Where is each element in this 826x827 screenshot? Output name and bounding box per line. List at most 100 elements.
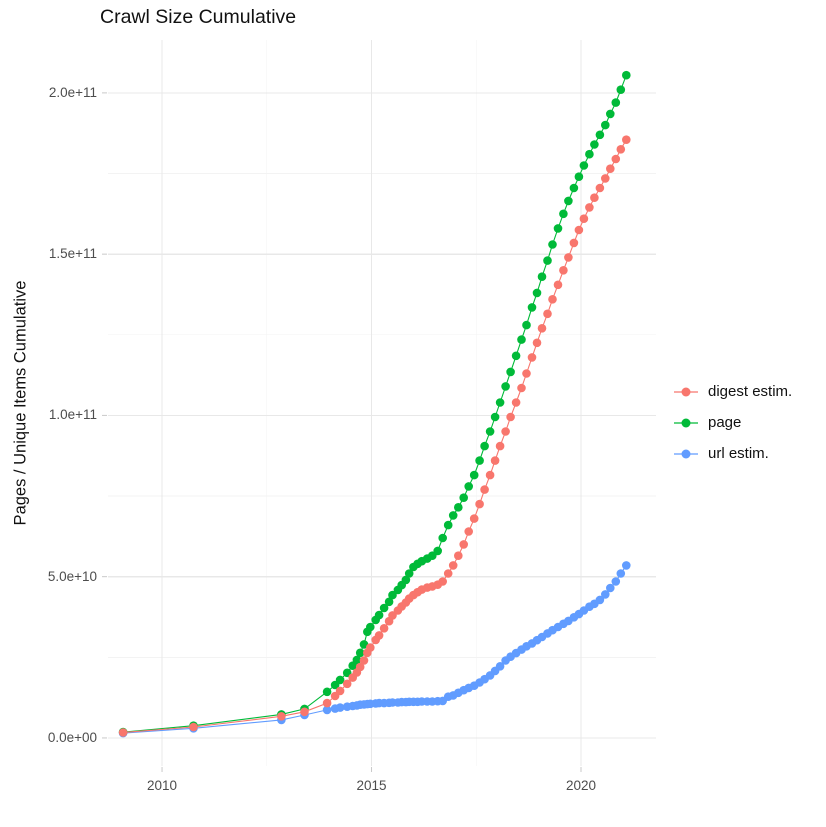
series-url-estim-line bbox=[123, 565, 627, 734]
series-page-point bbox=[454, 503, 463, 512]
series-digest-estim-point bbox=[359, 656, 369, 665]
x-tick-label: 2015 bbox=[356, 778, 387, 793]
series-page-point bbox=[548, 240, 557, 249]
x-tick-label: 2010 bbox=[147, 778, 178, 793]
series-page-point bbox=[506, 367, 515, 377]
series-page-point bbox=[438, 533, 448, 543]
series-digest-estim-point bbox=[485, 470, 495, 480]
series-page-point bbox=[601, 120, 610, 130]
series-digest-estim-point bbox=[569, 238, 579, 248]
series-digest-estim-point bbox=[469, 514, 479, 523]
series-page-point bbox=[433, 546, 443, 556]
series-digest-estim-point bbox=[475, 499, 484, 509]
legend-item-digest-estim: digest estim. bbox=[673, 376, 792, 407]
series-digest-estim-point bbox=[480, 485, 489, 494]
series-digest-estim-point bbox=[443, 569, 453, 578]
series-digest-estim-point bbox=[595, 183, 605, 193]
series-page-point bbox=[622, 70, 631, 80]
series-page-point bbox=[404, 569, 414, 578]
series-url-estim-point bbox=[616, 569, 626, 578]
series-digest-estim-point bbox=[601, 174, 610, 183]
series-page-point bbox=[527, 303, 537, 312]
series-page-point bbox=[606, 109, 615, 119]
y-tick-label: 5.0e+10 bbox=[47, 568, 97, 584]
series-url-estim-point bbox=[322, 705, 332, 715]
series-digest-estim-point bbox=[300, 707, 309, 717]
series-page-point bbox=[569, 183, 579, 193]
series-page-point bbox=[384, 597, 394, 607]
series-digest-estim-point bbox=[622, 135, 631, 144]
series-digest-estim-point bbox=[490, 456, 500, 465]
series-digest-estim-point bbox=[564, 253, 573, 262]
series-digest-estim-point bbox=[506, 412, 515, 422]
legend-key-icon bbox=[674, 449, 698, 458]
series-digest-estim-point bbox=[189, 722, 198, 732]
series-page-point bbox=[522, 320, 531, 330]
chart-title: Crawl Size Cumulative bbox=[100, 6, 297, 28]
legend-item-label: url estim. bbox=[708, 445, 769, 462]
series-page-point bbox=[616, 85, 626, 94]
legend-key-icon bbox=[674, 387, 698, 396]
series-digest-estim-point bbox=[342, 679, 352, 689]
series-page-point bbox=[495, 398, 505, 407]
legend: digest estim. page url estim. bbox=[673, 376, 792, 469]
series-page-point bbox=[590, 140, 599, 149]
series-page-point bbox=[322, 687, 332, 697]
y-tick-label: 0.0e+00 bbox=[47, 729, 97, 745]
series-digest-estim-point bbox=[366, 643, 375, 652]
series-page-point bbox=[335, 675, 345, 685]
series-page-point bbox=[366, 622, 375, 632]
series-url-estim-point bbox=[622, 561, 631, 570]
series-digest-estim-point bbox=[527, 353, 537, 362]
series-digest-estim-point bbox=[532, 338, 542, 348]
series-digest-estim-point bbox=[522, 369, 531, 378]
series-digest-estim-point bbox=[495, 441, 505, 451]
series-page-point bbox=[553, 224, 563, 233]
series-page-point bbox=[532, 288, 542, 298]
series-page-point bbox=[517, 335, 526, 344]
series-digest-estim-point bbox=[379, 624, 389, 633]
series-page-point bbox=[511, 351, 521, 361]
series-digest-estim-point bbox=[606, 164, 615, 173]
series-page-point bbox=[564, 196, 573, 206]
series-page-point bbox=[485, 427, 495, 436]
series-page-point bbox=[480, 441, 489, 451]
series-digest-estim-point bbox=[574, 225, 584, 235]
series-digest-estim-point bbox=[553, 280, 563, 290]
legend-item-url-estim: url estim. bbox=[673, 438, 792, 469]
series-digest-estim-point bbox=[277, 712, 286, 721]
series-digest-estim-point bbox=[438, 577, 448, 586]
series-digest-estim-point bbox=[511, 398, 521, 407]
series-page-point bbox=[401, 575, 411, 585]
series-page-point bbox=[559, 209, 568, 219]
series-page-point bbox=[388, 590, 397, 600]
series-digest-estim-point bbox=[464, 527, 474, 536]
series-digest-estim-point bbox=[517, 383, 526, 393]
legend-item-page: page bbox=[673, 407, 792, 438]
y-tick-label: 2.0e+11 bbox=[48, 84, 97, 100]
series-page-point bbox=[585, 149, 594, 159]
series-page-point bbox=[459, 493, 469, 503]
series-page-point bbox=[469, 470, 479, 480]
legend-key-icon bbox=[674, 418, 698, 427]
series-digest-estim-point bbox=[335, 686, 345, 696]
series-page-point bbox=[543, 256, 552, 265]
series-digest-estim-point bbox=[355, 662, 365, 672]
series-digest-estim-point bbox=[559, 266, 568, 275]
series-digest-estim-point bbox=[374, 631, 384, 640]
series-url-estim-point bbox=[335, 703, 345, 712]
series-digest-estim-point bbox=[611, 154, 621, 164]
series-digest-estim-point bbox=[459, 540, 469, 549]
series-digest-estim-point bbox=[118, 728, 128, 737]
y-tick-label: 1.5e+11 bbox=[48, 246, 97, 262]
legend-item-label: page bbox=[708, 414, 742, 431]
series-url-estim-point bbox=[606, 583, 615, 593]
series-page-point bbox=[501, 382, 510, 391]
series-digest-estim-point bbox=[548, 295, 557, 304]
series-page-point bbox=[464, 482, 474, 491]
series-digest-estim-point bbox=[590, 193, 599, 202]
series-page-point bbox=[352, 655, 362, 665]
legend-item-label: digest estim. bbox=[708, 383, 793, 400]
series-digest-estim-point bbox=[616, 145, 626, 154]
